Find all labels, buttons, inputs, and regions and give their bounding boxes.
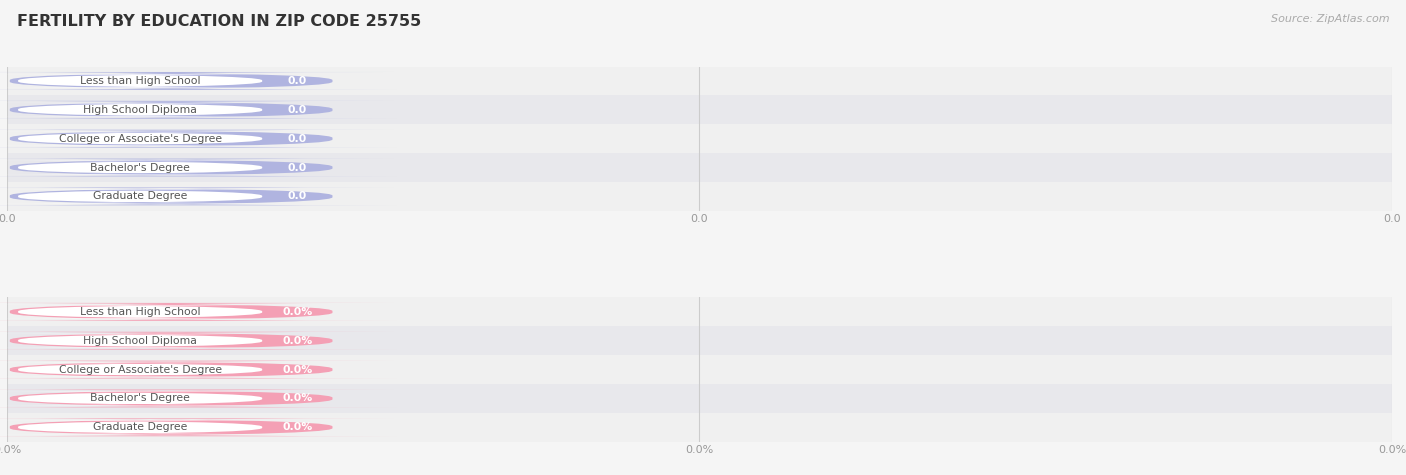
- FancyBboxPatch shape: [0, 103, 323, 117]
- Text: College or Associate's Degree: College or Associate's Degree: [59, 365, 222, 375]
- Text: Graduate Degree: Graduate Degree: [93, 191, 187, 201]
- Bar: [7, 297, 1392, 326]
- FancyBboxPatch shape: [0, 361, 398, 379]
- Bar: [7, 153, 1392, 182]
- Text: FERTILITY BY EDUCATION IN ZIP CODE 25755: FERTILITY BY EDUCATION IN ZIP CODE 25755: [17, 14, 422, 29]
- Bar: [7, 384, 1392, 413]
- Text: Graduate Degree: Graduate Degree: [93, 422, 187, 432]
- Text: 0.0: 0.0: [288, 162, 307, 172]
- FancyBboxPatch shape: [0, 420, 323, 434]
- FancyBboxPatch shape: [0, 130, 398, 148]
- Text: 0.0%: 0.0%: [283, 365, 312, 375]
- FancyBboxPatch shape: [0, 72, 398, 90]
- Text: Less than High School: Less than High School: [80, 307, 201, 317]
- Text: 0.0: 0.0: [288, 105, 307, 115]
- Text: College or Associate's Degree: College or Associate's Degree: [59, 133, 222, 143]
- Bar: [7, 355, 1392, 384]
- Bar: [7, 413, 1392, 442]
- FancyBboxPatch shape: [0, 362, 323, 377]
- FancyBboxPatch shape: [0, 334, 323, 348]
- FancyBboxPatch shape: [0, 161, 323, 174]
- FancyBboxPatch shape: [0, 332, 398, 350]
- Text: 0.0%: 0.0%: [283, 393, 312, 403]
- FancyBboxPatch shape: [0, 305, 323, 319]
- FancyBboxPatch shape: [0, 74, 323, 88]
- Text: 0.0: 0.0: [288, 191, 307, 201]
- FancyBboxPatch shape: [0, 101, 398, 119]
- FancyBboxPatch shape: [0, 303, 398, 321]
- Text: 0.0: 0.0: [288, 76, 307, 86]
- Bar: [7, 66, 1392, 95]
- Text: Less than High School: Less than High School: [80, 76, 201, 86]
- Text: Bachelor's Degree: Bachelor's Degree: [90, 162, 190, 172]
- Bar: [7, 182, 1392, 211]
- FancyBboxPatch shape: [0, 391, 323, 405]
- Bar: [7, 326, 1392, 355]
- Text: 0.0%: 0.0%: [283, 307, 312, 317]
- Text: High School Diploma: High School Diploma: [83, 105, 197, 115]
- FancyBboxPatch shape: [0, 390, 398, 408]
- Text: Bachelor's Degree: Bachelor's Degree: [90, 393, 190, 403]
- FancyBboxPatch shape: [0, 188, 398, 205]
- Bar: [7, 95, 1392, 124]
- Text: 0.0: 0.0: [288, 133, 307, 143]
- FancyBboxPatch shape: [0, 418, 398, 436]
- Text: Source: ZipAtlas.com: Source: ZipAtlas.com: [1271, 14, 1389, 24]
- FancyBboxPatch shape: [0, 190, 323, 203]
- FancyBboxPatch shape: [0, 159, 398, 177]
- Bar: [7, 124, 1392, 153]
- Text: High School Diploma: High School Diploma: [83, 336, 197, 346]
- Text: 0.0%: 0.0%: [283, 422, 312, 432]
- FancyBboxPatch shape: [0, 132, 323, 146]
- Text: 0.0%: 0.0%: [283, 336, 312, 346]
